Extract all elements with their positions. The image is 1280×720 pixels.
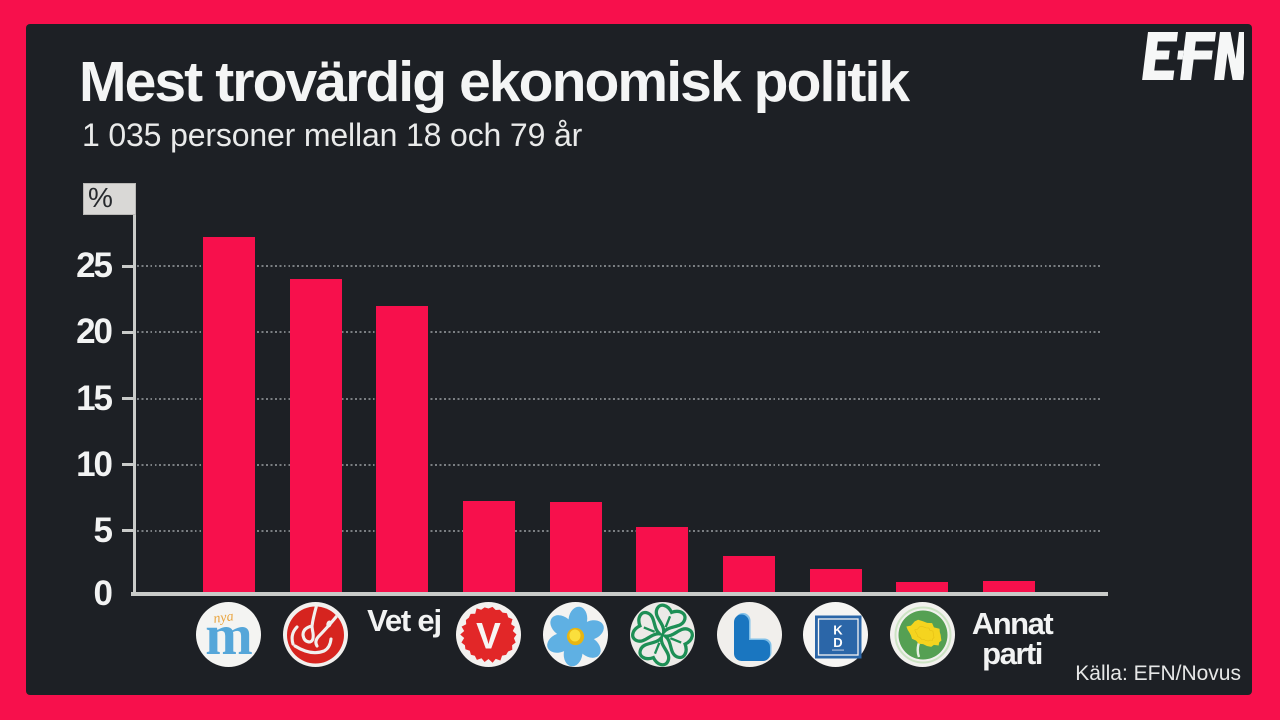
svg-text:V: V [477,615,502,656]
svg-text:K: K [833,622,843,637]
svg-text:m: m [206,604,253,667]
svg-text:nya: nya [213,609,235,627]
svg-text:D: D [833,635,842,650]
